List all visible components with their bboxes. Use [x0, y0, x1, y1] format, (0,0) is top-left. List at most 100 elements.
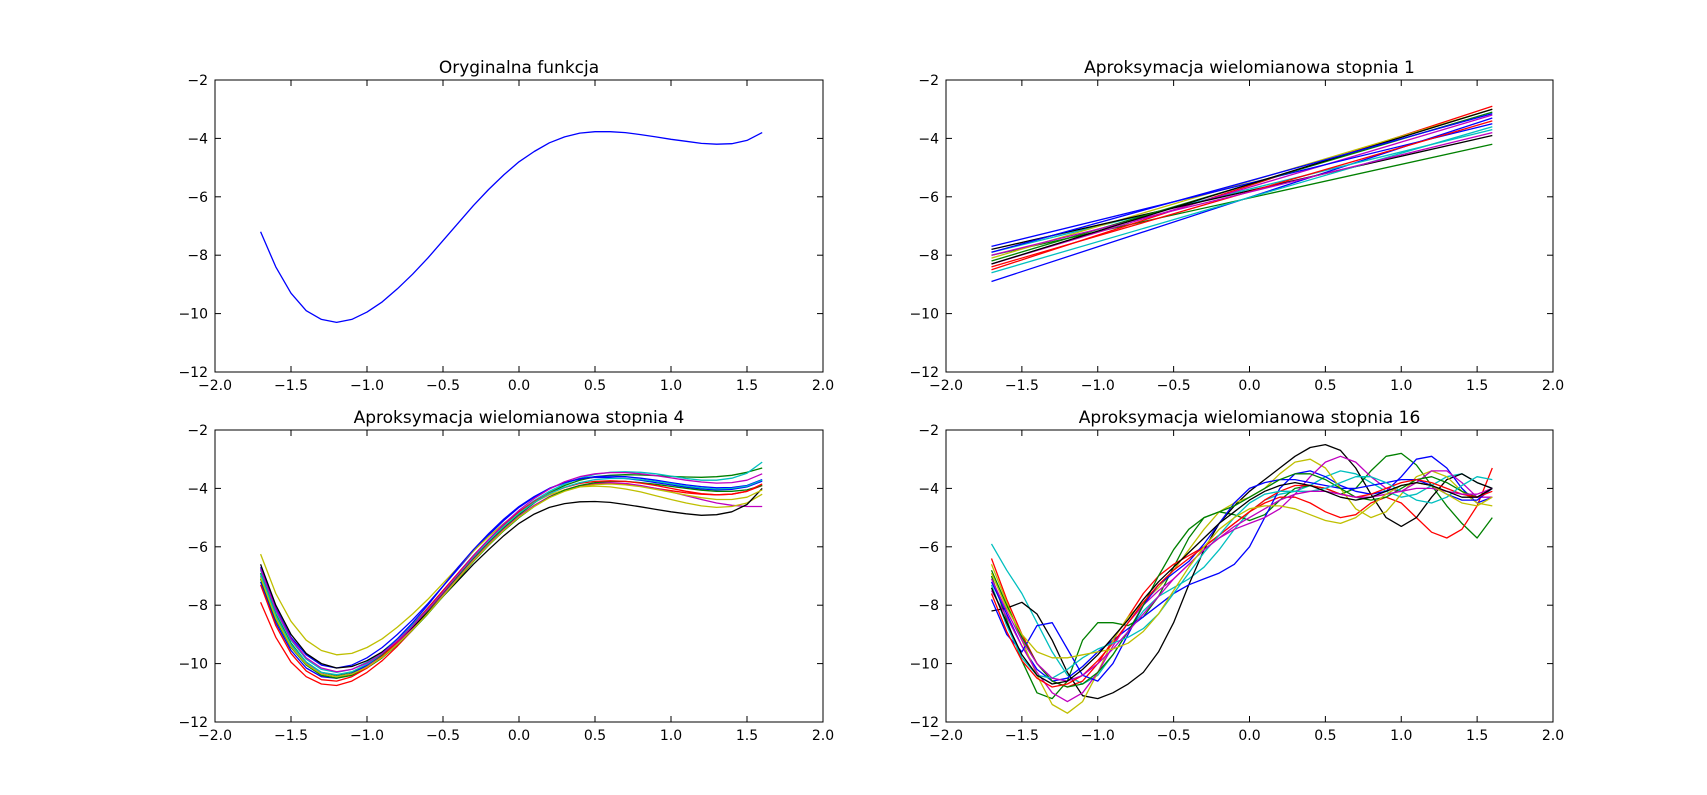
series-line-6: [259, 487, 763, 669]
subplot-title: Aproksymacja wielomianowa stopnia 4: [354, 408, 685, 428]
x-tick-label: 0.0: [508, 728, 530, 744]
series-group: [260, 131, 763, 324]
x-tick-label: −2.0: [929, 378, 963, 394]
axes-frame: [214, 79, 824, 373]
series-line-12: [259, 483, 763, 678]
subplot-original-function: Oryginalna funkcja −2.0 −1.5 −1.0 −0.5 0.0 0.…: [178, 58, 834, 394]
series-line-4: [990, 455, 1493, 682]
y-tick-label: −12: [178, 715, 208, 731]
y-tick-label: −4: [918, 481, 939, 497]
x-tick-label: −2.0: [198, 378, 232, 394]
subplot-title: Aproksymacja wielomianowa stopnia 16: [1079, 408, 1421, 428]
series-line-12: [991, 108, 1493, 265]
x-tick-label: 1.5: [736, 728, 758, 744]
x-tick-label: −0.5: [426, 728, 460, 744]
series-group: [990, 443, 1493, 714]
y-tick-label: −12: [909, 365, 939, 381]
series-group: [991, 105, 1493, 283]
subplot-degree-16: Aproksymacja wielomianowa stopnia 16 −2.…: [909, 408, 1564, 744]
series-line-10: [259, 477, 763, 676]
x-tick-label: −1.0: [350, 728, 384, 744]
axes-frame: [214, 429, 824, 723]
x-tick-label: −1.0: [1081, 728, 1115, 744]
subplot-title: Aproksymacja wielomianowa stopnia 1: [1084, 58, 1415, 78]
x-tick-label: 2.0: [1542, 378, 1564, 394]
y-tick-label: −8: [187, 598, 208, 614]
y-tick-label: −10: [178, 307, 208, 323]
y-tick-label: −4: [187, 481, 208, 497]
series-line-9: [990, 478, 1493, 688]
y-tick-label: −6: [918, 190, 939, 206]
y-tick-label: −12: [178, 365, 208, 381]
y-tick-label: −6: [187, 190, 208, 206]
y-tick-label: −6: [187, 540, 208, 556]
series-line-8: [259, 480, 763, 679]
y-tick-label: −2: [187, 73, 208, 89]
x-tick-label: 1.5: [1466, 378, 1488, 394]
series-group: [259, 461, 763, 687]
series-line-6: [990, 455, 1493, 703]
series-line-12: [990, 481, 1493, 659]
series-line-5: [991, 108, 1493, 259]
series-line-0: [260, 131, 763, 324]
x-tick-label: −2.0: [198, 728, 232, 744]
y-tick-label: −2: [918, 423, 939, 439]
series-line-7: [259, 475, 763, 679]
x-tick-label: 2.0: [812, 728, 834, 744]
series-line-13: [991, 112, 1493, 253]
y-tick-label: −8: [918, 598, 939, 614]
series-line-4: [991, 114, 1493, 265]
series-line-11: [990, 487, 1493, 682]
series-line-13: [990, 481, 1493, 685]
y-tick-label: −2: [918, 73, 939, 89]
x-tick-label: 0.0: [1238, 378, 1260, 394]
x-tick-label: −1.5: [274, 728, 308, 744]
series-line-6: [991, 134, 1493, 251]
y-tick-label: −10: [909, 657, 939, 673]
x-tick-label: 0.5: [584, 378, 606, 394]
x-tick-label: 1.0: [660, 728, 682, 744]
series-line-9: [259, 480, 763, 682]
x-tick-label: −0.5: [1157, 378, 1191, 394]
series-line-7: [991, 123, 1493, 248]
series-line-0: [990, 470, 1493, 685]
x-tick-label: −0.5: [426, 378, 460, 394]
series-line-3: [991, 443, 1493, 700]
series-line-5: [990, 458, 1493, 714]
x-tick-label: 0.5: [584, 728, 606, 744]
y-tick-label: −2: [187, 423, 208, 439]
series-line-11: [991, 131, 1493, 256]
y-tick-label: −12: [909, 715, 939, 731]
y-tick-label: −8: [187, 248, 208, 264]
y-tick-label: −6: [918, 540, 939, 556]
series-line-1: [990, 452, 1493, 700]
x-tick-label: 0.5: [1314, 378, 1336, 394]
x-tick-label: 0.0: [1238, 728, 1260, 744]
x-tick-label: −1.5: [274, 378, 308, 394]
y-tick-label: −10: [909, 307, 939, 323]
series-line-3: [991, 128, 1493, 253]
x-tick-label: 1.5: [1466, 728, 1488, 744]
y-tick-label: −4: [187, 131, 208, 147]
series-line-10: [991, 126, 1493, 274]
x-tick-label: 1.0: [1390, 378, 1412, 394]
series-line-4: [259, 481, 763, 678]
x-tick-label: 1.0: [660, 378, 682, 394]
y-tick-label: −4: [918, 131, 939, 147]
series-line-11: [259, 471, 763, 673]
x-tick-label: 1.0: [1390, 728, 1412, 744]
x-tick-label: −1.0: [350, 378, 384, 394]
x-tick-label: −2.0: [929, 728, 963, 744]
series-line-3: [259, 461, 763, 674]
x-tick-label: 1.5: [736, 378, 758, 394]
subplot-degree-1: Aproksymacja wielomianowa stopnia 1 −2.0…: [909, 58, 1564, 394]
x-tick-label: −1.5: [1005, 728, 1039, 744]
y-tick-label: −10: [178, 657, 208, 673]
series-line-10: [990, 476, 1493, 679]
x-tick-label: 2.0: [1542, 728, 1564, 744]
x-tick-label: −0.5: [1157, 728, 1191, 744]
x-tick-label: −1.0: [1081, 378, 1115, 394]
series-line-5: [259, 485, 763, 656]
x-tick-label: 0.5: [1314, 728, 1336, 744]
